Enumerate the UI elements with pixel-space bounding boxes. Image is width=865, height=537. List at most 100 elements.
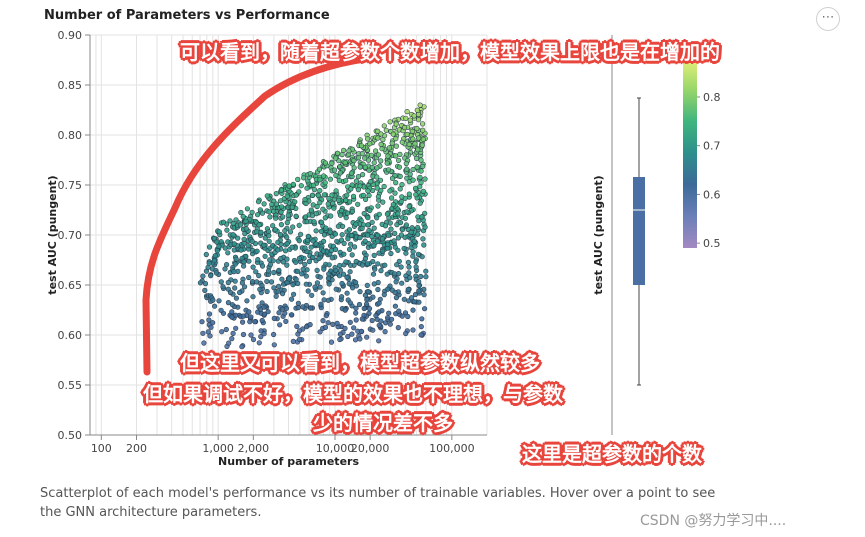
scatter-point [225, 239, 231, 245]
scatter-point [264, 193, 270, 199]
scatter-point [406, 141, 412, 147]
scatter-point [310, 182, 317, 188]
scatter-point [375, 152, 382, 158]
scatter-point [407, 117, 413, 123]
scatter-point [348, 262, 354, 268]
scatter-point [283, 305, 290, 312]
scatter-point [365, 215, 371, 221]
scatter-point [389, 140, 395, 146]
scatter-point [403, 250, 409, 256]
scatter-point [404, 209, 410, 215]
scatter-point [266, 238, 272, 244]
scatter-point [370, 271, 377, 277]
scatter-point [302, 214, 309, 220]
scatter-point [339, 294, 345, 300]
scatter-point [242, 284, 248, 290]
boxplot-box [633, 177, 645, 285]
scatter-point [303, 200, 309, 207]
axes: 0.50 0.55 0.60 0.65 0.70 0.75 0.80 0.85 0.90 100 2… [46, 29, 487, 468]
scatter-point [410, 327, 416, 333]
scatter-point [355, 201, 361, 207]
scatter-point [355, 187, 362, 193]
annotation-middle-1: 但这里又可以看到，模型超参数纵然较多 [180, 351, 540, 375]
scatter-point [410, 249, 416, 255]
scatter-point [256, 340, 262, 346]
scatter-point [374, 215, 380, 221]
scatter-point [387, 220, 393, 226]
scatter-point [365, 188, 371, 194]
scatter-point [318, 228, 324, 234]
scatter-point [364, 282, 370, 289]
scatter-point [256, 273, 262, 279]
scatter-point [244, 298, 250, 304]
scatter-point [253, 269, 259, 275]
scatter-point [415, 147, 421, 153]
scatter-point [249, 279, 256, 285]
scatter-point [333, 267, 339, 273]
scatter-point [237, 289, 243, 296]
scatter-point [415, 225, 421, 231]
scatter-point [276, 267, 282, 274]
scatter-point [413, 192, 419, 198]
scatter-point [385, 167, 392, 173]
scatter-point [314, 267, 320, 274]
scatter-point [407, 171, 413, 177]
scatter-point [269, 201, 275, 208]
scatter-point [389, 287, 395, 293]
scatter-point [322, 180, 328, 186]
scatter-point [286, 276, 292, 282]
scatter-point [398, 232, 405, 238]
scatter-point [366, 167, 372, 173]
scatter-point [224, 262, 230, 268]
chart-area[interactable]: 0.50 0.55 0.60 0.65 0.70 0.75 0.80 0.85 0.90 100 2… [0, 0, 865, 480]
scatter-point [391, 238, 397, 244]
scatter-point [232, 285, 238, 291]
scatter-point [328, 213, 334, 219]
scatter-point [387, 119, 393, 125]
scatter-point [352, 337, 359, 343]
scatter-point [317, 274, 323, 280]
annotation-curve [142, 54, 376, 376]
scatter-point [240, 331, 247, 338]
scatter-point [419, 316, 425, 322]
scatter-point [348, 232, 355, 239]
scatter-point [282, 228, 288, 234]
scatter-point [239, 280, 245, 286]
scatter-point [413, 264, 419, 270]
scatter-point [311, 187, 318, 193]
scatter-point [312, 284, 318, 290]
scatter-point [347, 300, 353, 306]
scatter-point [393, 279, 399, 285]
x-tick-label: 100,000 [429, 442, 475, 455]
scatter-point [359, 225, 365, 231]
scatter-point [418, 179, 424, 186]
scatter-point [296, 189, 302, 195]
scatter-point [271, 342, 277, 348]
scatter-point [378, 187, 384, 194]
scatter-point [316, 255, 322, 262]
scatter-point [280, 291, 286, 297]
scatter-point [282, 310, 288, 316]
scatter-point [417, 174, 423, 180]
scatter-point [208, 324, 214, 330]
scatter-point [329, 255, 335, 261]
scatter-point [288, 312, 295, 318]
scatter-point [220, 284, 226, 290]
scatter-point [202, 281, 209, 287]
scatter-point [398, 199, 404, 205]
scatter-point [295, 268, 301, 274]
scatter-point [239, 344, 245, 350]
scatter-point [414, 155, 420, 161]
scatter-point [361, 305, 367, 312]
scatter-point [399, 227, 406, 233]
scatter-point [406, 270, 412, 276]
scatter-point [314, 203, 320, 210]
scatter-point [362, 155, 368, 161]
scatter-point [255, 257, 261, 263]
scatter-point [259, 300, 265, 306]
more-dots-icon[interactable]: ⋯ [816, 7, 840, 31]
scatter-point [392, 230, 398, 236]
scatter-point [266, 209, 272, 215]
scatter-point [258, 229, 264, 235]
scatter-point [296, 238, 302, 244]
